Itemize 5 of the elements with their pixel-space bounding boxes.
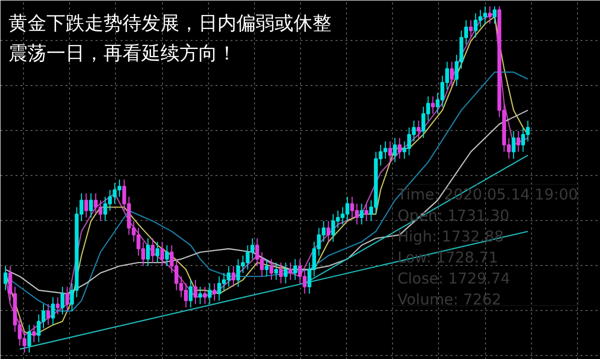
annotation: Volume: 7262 <box>398 290 502 308</box>
chart-title: 黄金下跌走势待发展，日内偏弱或休整 <box>8 12 332 34</box>
annotation: High: 1732.88 <box>398 228 504 246</box>
annotation: Close: 1729.74 <box>398 270 510 288</box>
text: 震荡一日，再看延续方向！ <box>8 42 236 64</box>
